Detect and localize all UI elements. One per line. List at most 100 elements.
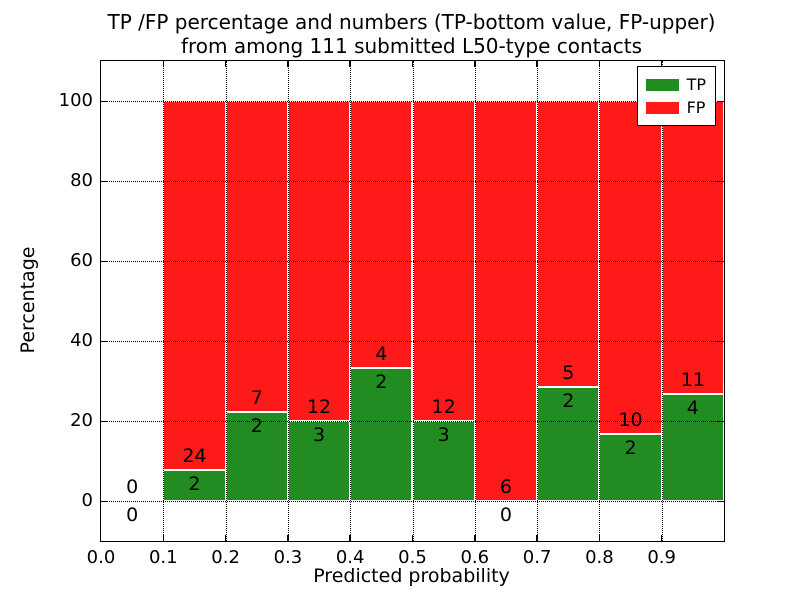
tp-bar-segment bbox=[287, 421, 351, 501]
chart-title-line-2: from among 111 submitted L50-type contac… bbox=[180, 34, 643, 58]
x-tick-label: 0.2 bbox=[211, 547, 240, 568]
y-tick-mark-right bbox=[718, 420, 724, 422]
fp-bar-segment bbox=[163, 101, 226, 471]
y-tick-mark-right bbox=[718, 100, 724, 102]
tp-count-label: 3 bbox=[313, 424, 326, 446]
y-tick-mark-right bbox=[718, 340, 724, 342]
x-tick-mark-top bbox=[598, 61, 601, 67]
y-tick-mark-right bbox=[718, 180, 724, 182]
fp-count-label: 12 bbox=[431, 396, 456, 418]
x-tick-mark-top bbox=[349, 61, 351, 67]
vertical-gridline bbox=[225, 61, 227, 541]
y-tick-mark-left bbox=[101, 180, 107, 182]
y-tick-mark-right bbox=[718, 500, 724, 502]
vertical-gridline bbox=[412, 61, 414, 541]
tp-count-label: 2 bbox=[624, 437, 637, 460]
x-tick-mark-bottom bbox=[224, 535, 227, 541]
tp-bar-segment bbox=[225, 412, 288, 501]
x-tick-mark-top bbox=[660, 61, 663, 67]
y-tick-mark-left bbox=[101, 420, 107, 422]
legend-entry-tp: TP bbox=[645, 74, 706, 96]
x-tick-mark-bottom bbox=[660, 535, 663, 541]
x-tick-label: 0.3 bbox=[273, 547, 303, 568]
x-tick-mark-bottom bbox=[162, 535, 165, 541]
fp-bar-segment bbox=[474, 101, 538, 501]
tp-count-label: 2 bbox=[562, 389, 575, 412]
x-tick-mark-top bbox=[474, 61, 476, 67]
x-tick-label: 0.4 bbox=[335, 547, 365, 568]
x-tick-mark-bottom bbox=[474, 535, 476, 541]
fp-legend-label: FP bbox=[686, 98, 706, 117]
fp-count-label: 10 bbox=[618, 409, 643, 432]
y-axis-label: Percentage bbox=[17, 246, 39, 354]
x-tick-mark-top bbox=[411, 61, 414, 67]
vertical-gridline bbox=[661, 61, 663, 541]
vertical-gridline bbox=[287, 61, 289, 541]
x-tick-mark-top bbox=[162, 61, 165, 67]
x-tick-mark-top bbox=[224, 61, 227, 67]
x-tick-mark-bottom bbox=[349, 535, 351, 541]
tp-legend-swatch bbox=[645, 79, 679, 91]
tp-bar-segment bbox=[350, 367, 413, 501]
tp-count-label: 0 bbox=[126, 504, 139, 526]
tp-count-label: 2 bbox=[188, 473, 201, 496]
vertical-gridline bbox=[474, 61, 476, 541]
chart-title-line-1: TP /FP percentage and numbers (TP-bottom… bbox=[107, 10, 716, 34]
y-tick-label: 40 bbox=[70, 330, 93, 351]
fp-bar-segment bbox=[661, 101, 724, 395]
tp-count-label: 3 bbox=[437, 424, 450, 446]
y-tick-label: 80 bbox=[70, 170, 93, 191]
fp-count-label: 7 bbox=[250, 387, 263, 410]
x-tick-label: 0.7 bbox=[522, 547, 552, 568]
fp-legend-swatch bbox=[645, 102, 679, 114]
vertical-gridline bbox=[163, 61, 165, 541]
y-tick-label: 60 bbox=[70, 250, 93, 271]
y-tick-mark-left bbox=[101, 500, 107, 502]
y-tick-mark-right bbox=[718, 260, 724, 262]
x-tick-mark-bottom bbox=[411, 535, 414, 541]
y-tick-label: 0 bbox=[81, 490, 93, 511]
y-tick-label: 20 bbox=[70, 410, 93, 431]
fp-bar-segment bbox=[225, 101, 288, 413]
fp-count-label: 12 bbox=[306, 396, 332, 418]
vertical-gridline bbox=[599, 61, 601, 541]
x-tick-label: 0.9 bbox=[647, 547, 676, 568]
x-tick-mark-bottom bbox=[598, 535, 601, 541]
y-tick-mark-left bbox=[101, 100, 107, 102]
legend: TP FP bbox=[636, 66, 716, 126]
y-tick-mark-left bbox=[101, 340, 107, 342]
x-tick-label: 0.0 bbox=[86, 547, 116, 568]
x-tick-label: 0.6 bbox=[460, 547, 490, 568]
vertical-gridline bbox=[350, 61, 352, 541]
tp-bar-segment bbox=[599, 434, 662, 501]
x-tick-mark-bottom bbox=[536, 535, 538, 541]
fp-count-label: 6 bbox=[499, 476, 512, 498]
plot-area: TP FP 0 20 40 60 80 100 0.0 0.1 0.2 0.3 0.4 0.5 0.6 0… bbox=[59, 60, 725, 568]
fp-count-label: 24 bbox=[182, 445, 207, 468]
chart-title: TP /FP percentage and numbers (TP-bottom… bbox=[100, 10, 723, 58]
x-tick-label: 0.8 bbox=[585, 547, 614, 568]
x-tick-mark-top bbox=[536, 61, 538, 67]
fp-bar-segment bbox=[350, 101, 413, 368]
vertical-gridline bbox=[537, 61, 539, 541]
x-tick-mark-top bbox=[287, 61, 289, 67]
fp-count-label: 11 bbox=[680, 369, 705, 392]
fp-count-label: 0 bbox=[126, 476, 139, 498]
tp-count-label: 2 bbox=[250, 415, 263, 438]
y-tick-label: 100 bbox=[58, 90, 93, 111]
fp-count-label: 5 bbox=[562, 361, 575, 384]
legend-entry-fp: FP bbox=[645, 97, 706, 119]
y-tick-mark-left bbox=[101, 260, 107, 262]
tp-bar-segment bbox=[661, 394, 724, 501]
tp-count-label: 4 bbox=[686, 397, 699, 420]
fp-count-label: 4 bbox=[375, 342, 388, 365]
tp-count-label: 2 bbox=[375, 370, 388, 393]
x-tick-label: 0.5 bbox=[398, 547, 427, 568]
tp-legend-label: TP bbox=[686, 75, 706, 94]
x-tick-label: 0.1 bbox=[148, 547, 178, 568]
fp-bar-segment bbox=[537, 101, 600, 387]
tp-count-label: 0 bbox=[499, 504, 512, 526]
x-axis-label: Predicted probability bbox=[313, 565, 510, 587]
x-tick-mark-bottom bbox=[287, 535, 289, 541]
